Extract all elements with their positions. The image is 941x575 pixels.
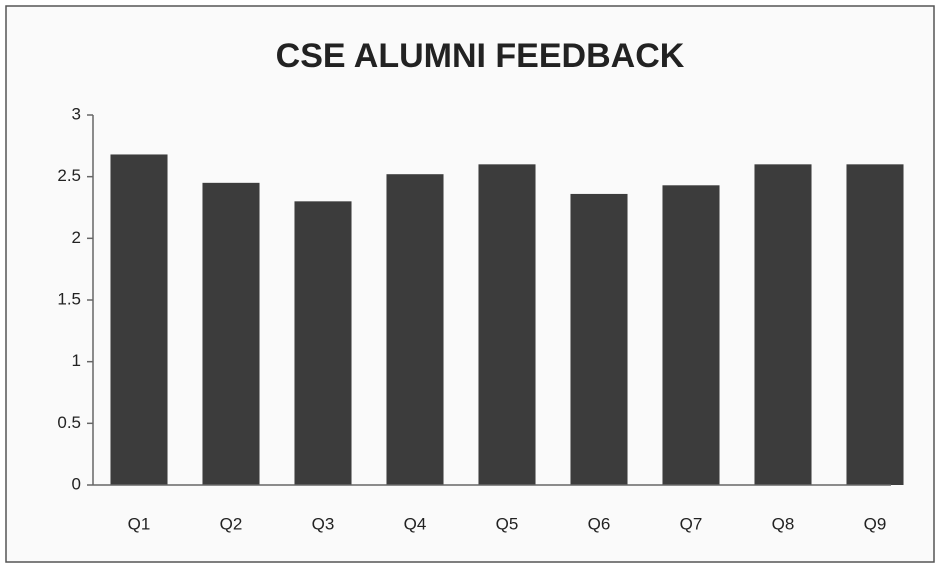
bar — [662, 185, 720, 486]
x-tick-label: Q2 — [220, 514, 243, 533]
y-tick-label: 2 — [72, 228, 81, 247]
bar — [570, 193, 628, 485]
x-tick-label: Q4 — [404, 514, 427, 533]
bar — [478, 164, 536, 486]
x-tick-label: Q5 — [496, 514, 519, 533]
y-tick-label: 0.5 — [57, 413, 81, 432]
x-tick-label: Q9 — [864, 514, 887, 533]
chart-title: CSE ALUMNI FEEDBACK — [276, 37, 685, 75]
bar — [202, 182, 260, 486]
bar — [754, 164, 812, 486]
y-tick-label: 0 — [72, 474, 81, 493]
x-tick-label: Q1 — [128, 514, 151, 533]
bar — [846, 164, 904, 486]
y-tick-label: 2.5 — [57, 166, 81, 185]
x-tick-label: Q7 — [680, 514, 703, 533]
y-tick-label: 1 — [72, 351, 81, 370]
y-tick-label: 3 — [72, 104, 81, 123]
x-tick-label: Q8 — [772, 514, 795, 533]
bar — [110, 154, 168, 485]
bar — [294, 201, 352, 486]
x-tick-label: Q3 — [312, 514, 335, 533]
x-tick-label: Q6 — [588, 514, 611, 533]
y-tick-label: 1.5 — [57, 289, 81, 308]
bar — [386, 174, 444, 485]
